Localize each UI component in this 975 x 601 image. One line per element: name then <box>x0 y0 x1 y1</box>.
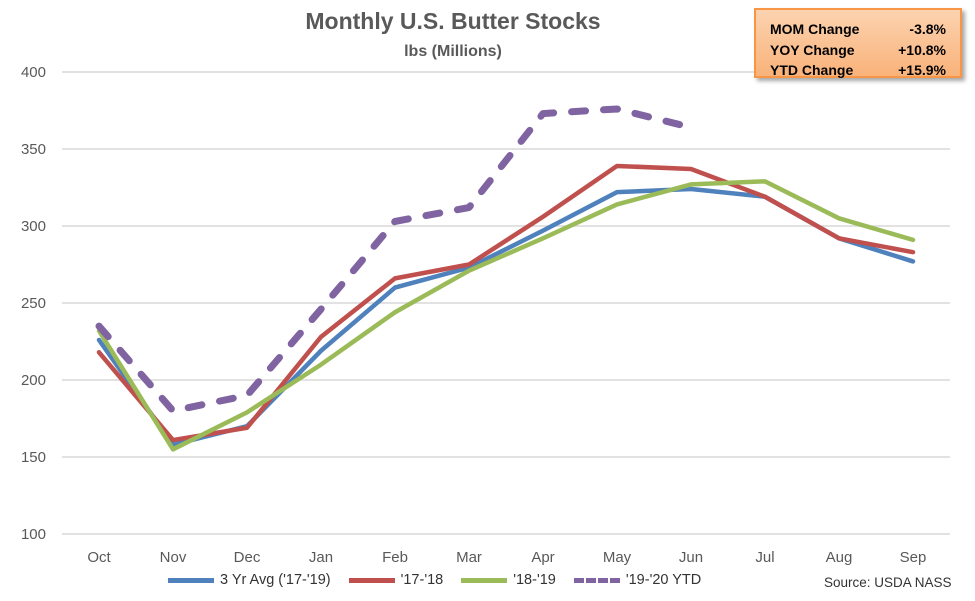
y-tick-label: 100 <box>21 526 46 543</box>
legend-item: '18-'19 <box>461 572 556 588</box>
legend-item: '19-'20 YTD <box>573 572 702 588</box>
legend-swatch <box>573 577 620 583</box>
legend-swatch <box>168 577 214 583</box>
x-tick-label: Jun <box>679 549 703 566</box>
x-tick-label: Aug <box>826 549 853 566</box>
stat-value: +15.9% <box>898 62 946 78</box>
stat-ytd: YTD Change +15.9% <box>770 60 946 81</box>
x-tick-label: Jan <box>309 549 333 566</box>
y-tick-label: 200 <box>21 372 46 389</box>
x-tick-label: Jul <box>755 549 774 566</box>
stat-label: YOY Change <box>770 41 855 58</box>
legend-label: '19-'20 YTD <box>625 572 702 588</box>
x-tick-label: Oct <box>87 549 111 566</box>
y-tick-label: 350 <box>21 141 46 158</box>
x-tick-label: Sep <box>900 549 927 566</box>
x-tick-label: Mar <box>456 549 482 566</box>
legend-item: '17-'18 <box>348 572 444 588</box>
series-line <box>96 186 916 447</box>
y-tick-label: 300 <box>21 218 46 235</box>
y-tick-label: 400 <box>21 64 46 81</box>
stat-yoy: YOY Change +10.8% <box>770 40 946 61</box>
stat-mom: MOM Change -3.8% <box>770 19 946 40</box>
legend-swatch <box>461 577 508 583</box>
legend-item: 3 Yr Avg ('17-'19) <box>168 572 331 588</box>
legend-label: 3 Yr Avg ('17-'19) <box>220 572 331 588</box>
legend-swatch <box>348 577 395 583</box>
legend: 3 Yr Avg ('17-'19) '17-'18 '18-'19 '19-'… <box>168 572 719 588</box>
stat-label: MOM Change <box>770 21 860 37</box>
x-tick-label: May <box>603 549 632 566</box>
chart-subtitle: lbs (Millions) <box>404 43 502 60</box>
x-tick-label: Nov <box>160 549 187 566</box>
x-tick-label: Dec <box>234 549 261 566</box>
y-tick-label: 150 <box>21 449 46 466</box>
legend-label: '18-'19 <box>513 572 556 588</box>
y-tick-label: 250 <box>21 295 46 312</box>
series-line <box>96 163 916 443</box>
stat-value: -3.8% <box>909 21 946 37</box>
series-line <box>95 105 695 415</box>
change-summary-box: MOM Change -3.8% YOY Change +10.8% YTD Cha… <box>754 8 962 78</box>
source-note: Source: USDA NASS <box>824 575 952 590</box>
x-tick-label: Apr <box>531 549 554 566</box>
series-line <box>96 179 916 452</box>
x-tick-label: Feb <box>382 549 408 566</box>
stat-value: +10.8% <box>898 41 946 58</box>
stat-label: YTD Change <box>770 62 854 78</box>
legend-label: '17-'18 <box>400 572 444 588</box>
chart-title: Monthly U.S. Butter Stocks <box>305 8 601 34</box>
